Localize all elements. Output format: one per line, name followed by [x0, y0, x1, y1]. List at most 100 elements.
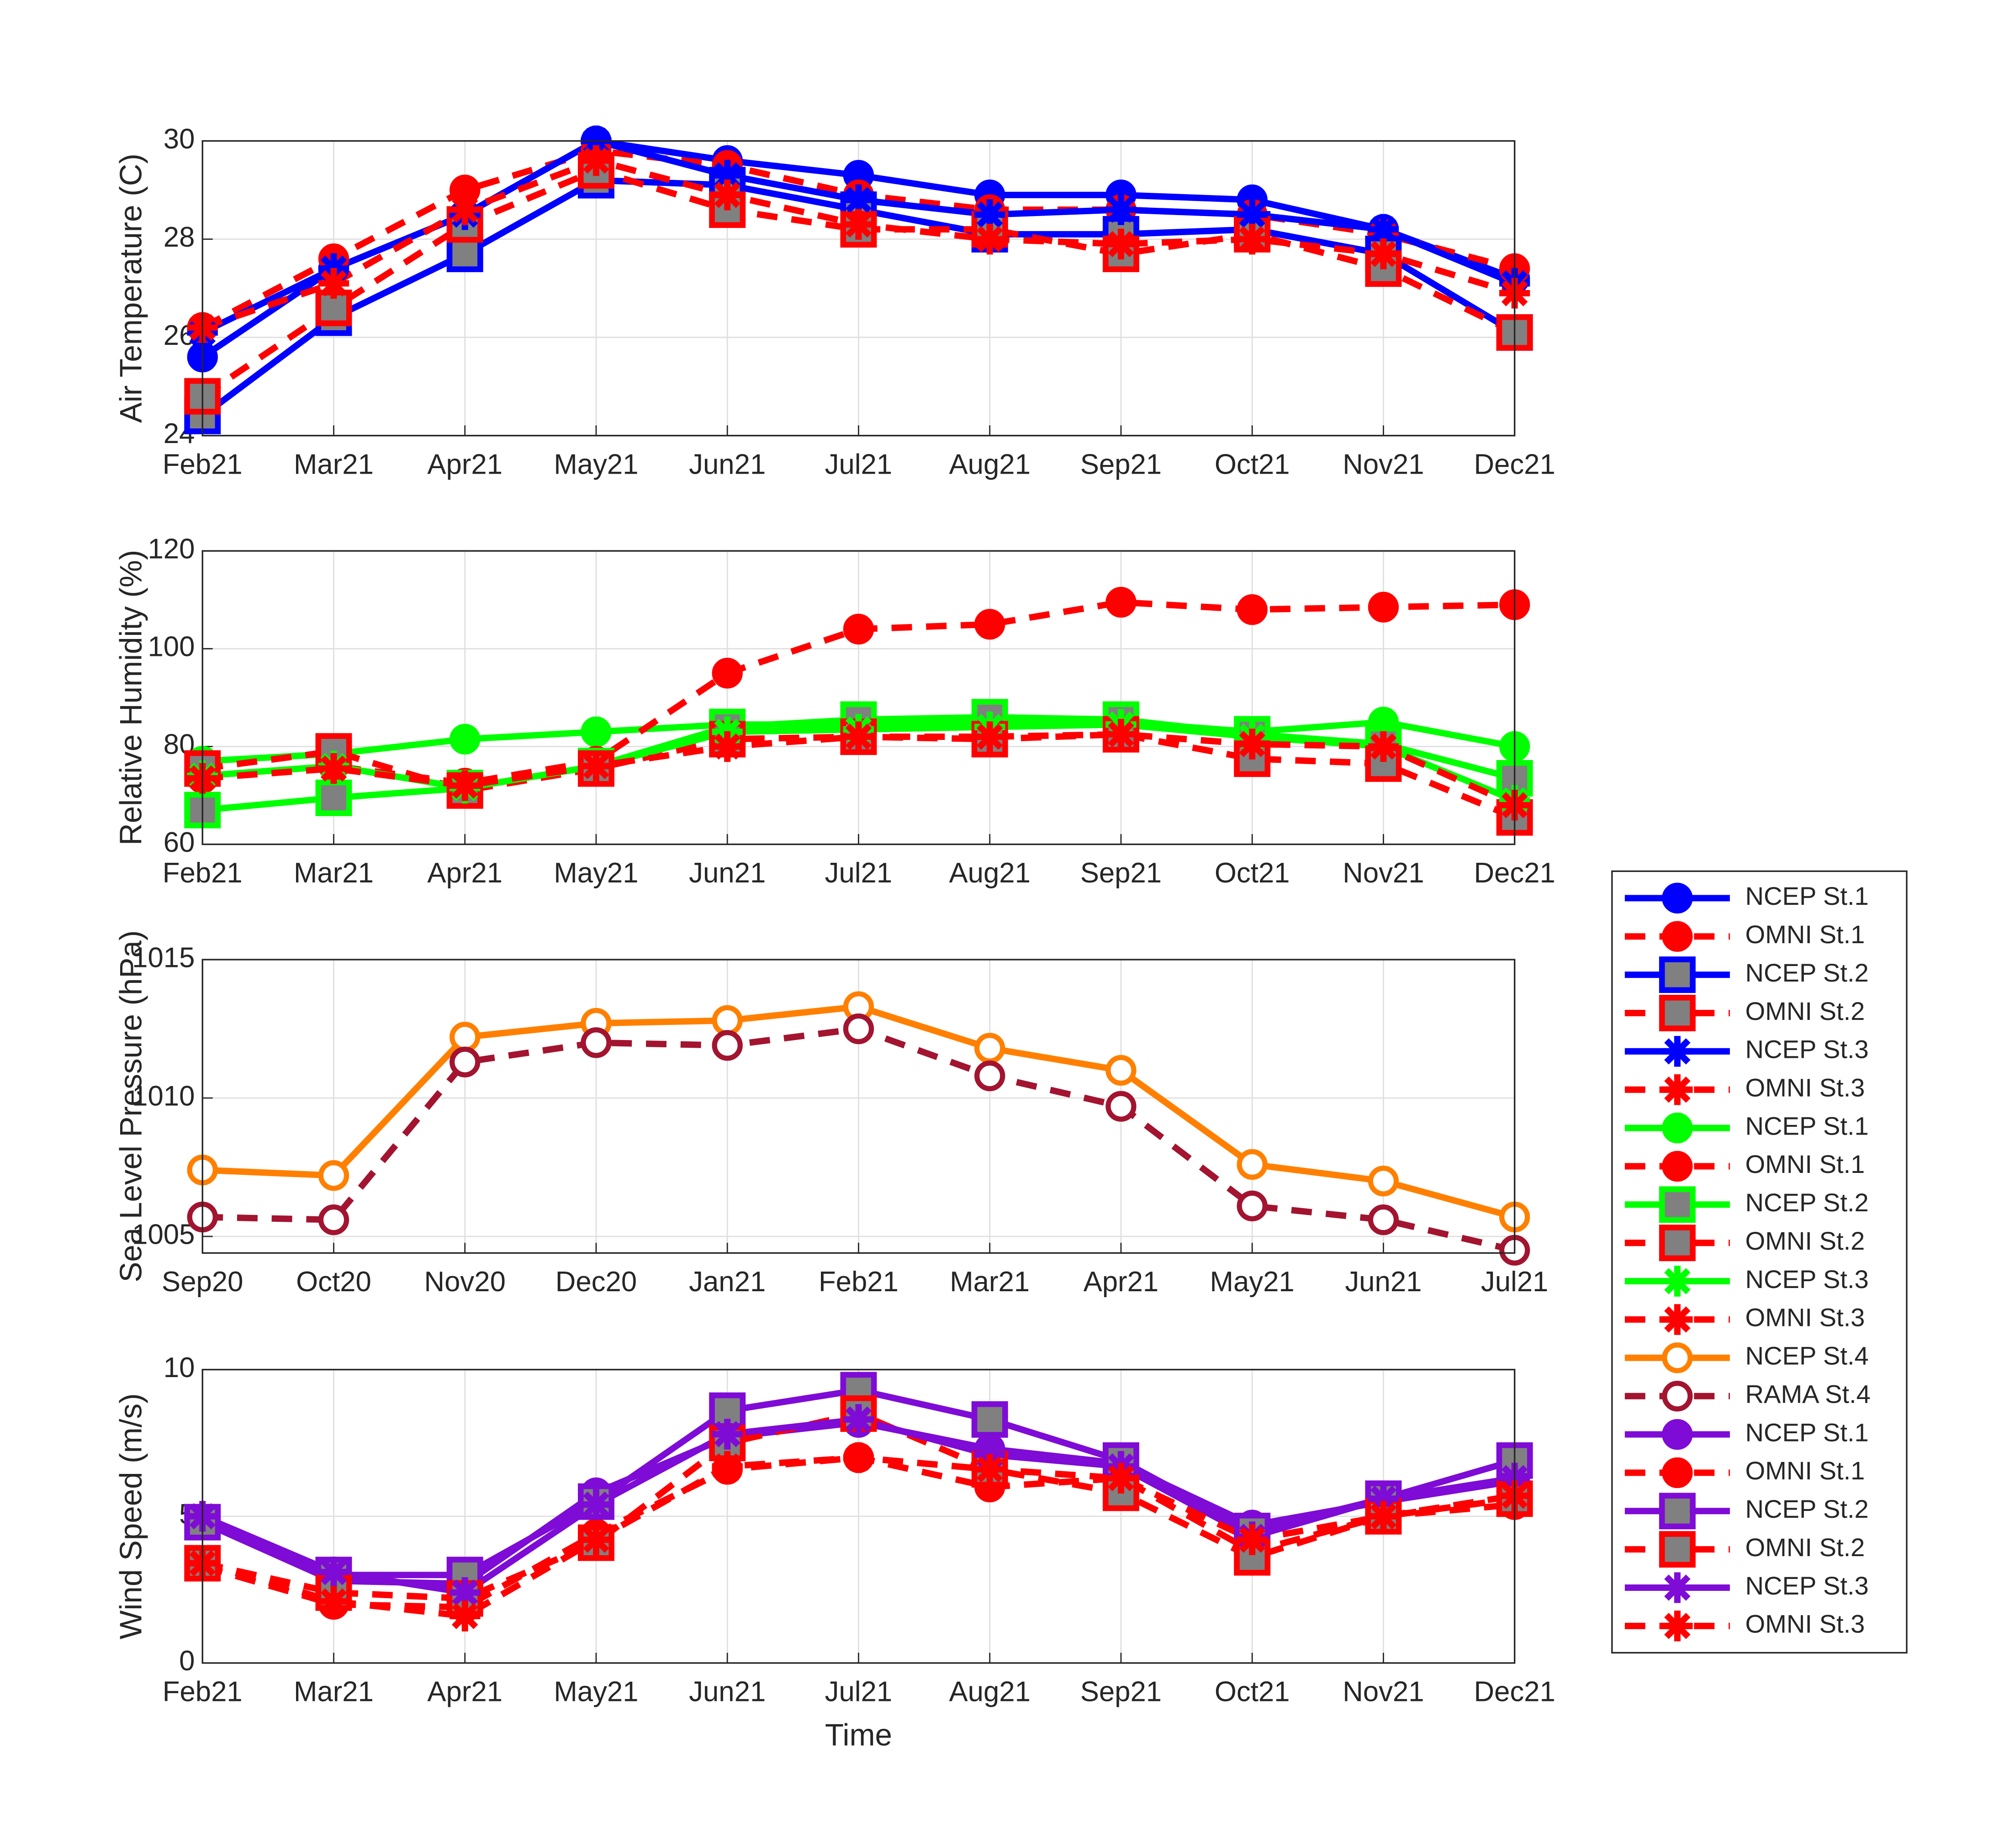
data-point	[843, 184, 874, 216]
y-axis-label: Wind Speed (m/s)	[114, 1393, 148, 1639]
x-tick-label: Aug21	[949, 1676, 1030, 1708]
axes-box	[201, 959, 1516, 1254]
legend-label: OMNI St.2	[1745, 997, 1865, 1025]
legend-marker	[1659, 956, 1696, 993]
data-point	[1368, 214, 1399, 245]
legend-marker	[1662, 1572, 1693, 1603]
legend-label: NCEP St.1	[1745, 1111, 1869, 1140]
legend-label: OMNI St.2	[1745, 1226, 1865, 1255]
data-point	[581, 145, 612, 176]
y-tick-label: 30	[164, 123, 195, 155]
data-point	[450, 1577, 481, 1608]
legend-label: NCEP St.3	[1745, 1571, 1869, 1600]
x-tick-label: Mar21	[294, 449, 374, 480]
legend-marker	[1662, 921, 1693, 952]
data-point	[318, 1204, 349, 1236]
data-point	[971, 1401, 1008, 1438]
data-point	[974, 721, 1005, 752]
data-point	[446, 235, 483, 272]
legend-marker	[1659, 1186, 1696, 1223]
x-tick-label: Sep20	[162, 1266, 243, 1298]
x-tick-label: May21	[554, 449, 638, 480]
data-point	[1105, 1091, 1137, 1122]
data-point	[450, 1046, 481, 1077]
data-point	[843, 209, 874, 240]
data-point	[1368, 238, 1399, 269]
axes-box	[201, 140, 1516, 437]
x-axis-label: Time	[825, 1718, 892, 1752]
legend-label: OMNI St.3	[1745, 1303, 1865, 1332]
series-group	[184, 1372, 1533, 1632]
data-point	[712, 1451, 743, 1482]
series-line	[201, 167, 1516, 399]
data-point	[974, 609, 1005, 640]
x-tick-label: Sep21	[1080, 1676, 1162, 1708]
legend-marker	[1662, 1304, 1693, 1335]
data-point	[1105, 1463, 1137, 1494]
data-point	[581, 1027, 612, 1058]
data-point	[712, 180, 743, 211]
legend-marker	[1662, 1266, 1693, 1297]
data-point	[843, 721, 874, 752]
data-point	[1237, 1149, 1268, 1180]
data-point	[1105, 1055, 1137, 1086]
x-tick-label: Oct21	[1215, 449, 1290, 480]
data-point	[1368, 591, 1399, 623]
data-point	[1237, 199, 1268, 230]
data-point	[974, 199, 1005, 230]
data-point	[318, 1557, 349, 1588]
axes-box	[201, 550, 1516, 845]
data-point	[450, 770, 481, 801]
legend-label: NCEP St.1	[1745, 1418, 1869, 1447]
x-tick-label: Mar21	[950, 1266, 1030, 1298]
x-tick-label: Jun21	[689, 1676, 766, 1708]
data-point	[712, 1030, 743, 1061]
x-tick-label: Jan21	[689, 1266, 766, 1298]
data-point	[974, 1033, 1005, 1064]
data-point	[1237, 1190, 1268, 1221]
series-group	[184, 125, 1533, 434]
x-tick-label: Mar21	[294, 1676, 374, 1708]
data-point	[450, 723, 481, 755]
x-tick-label: Nov20	[424, 1266, 506, 1298]
y-tick-label: 1005	[132, 1219, 195, 1250]
x-tick-label: May21	[554, 857, 638, 889]
legend-marker	[1662, 882, 1693, 913]
x-tick-label: May21	[554, 1676, 638, 1708]
data-point	[1365, 250, 1402, 287]
data-point	[1105, 718, 1137, 750]
y-tick-label: 1015	[132, 942, 195, 973]
legend-marker	[1662, 1151, 1693, 1182]
legend-label: OMNI St.2	[1745, 1533, 1865, 1562]
y-tick-label: 10	[164, 1352, 195, 1383]
x-tick-label: Oct21	[1215, 857, 1290, 889]
x-tick-label: Jul21	[1481, 1266, 1549, 1298]
data-point	[1237, 223, 1268, 255]
y-axis-label: Air Temperature (C)	[114, 153, 148, 423]
x-tick-label: Sep21	[1080, 449, 1162, 480]
legend-label: NCEP St.2	[1745, 958, 1869, 987]
data-point	[843, 1404, 874, 1435]
data-point	[1105, 586, 1137, 618]
x-tick-label: Dec20	[555, 1266, 637, 1298]
legend-label: NCEP St.3	[1745, 1035, 1869, 1064]
legend-marker	[1659, 1531, 1696, 1568]
legend-label: NCEP St.2	[1745, 1494, 1869, 1523]
data-point	[581, 1524, 612, 1555]
data-point	[1368, 1483, 1399, 1514]
legend-label: NCEP St.3	[1745, 1265, 1869, 1294]
y-tick-label: 60	[164, 827, 195, 858]
x-tick-label: Apr21	[427, 449, 502, 480]
x-tick-label: Nov21	[1343, 1676, 1424, 1708]
legend-label: OMNI St.1	[1745, 1150, 1865, 1178]
y-axis-label: Relative Humidity (%)	[114, 550, 148, 845]
y-tick-label: 100	[148, 631, 195, 663]
x-tick-label: Apr21	[427, 1676, 502, 1708]
legend-label: RAMA St.4	[1745, 1379, 1871, 1408]
x-tick-label: Jun21	[689, 449, 766, 480]
x-tick-label: Jul21	[825, 1676, 893, 1708]
legend-marker	[1659, 994, 1696, 1031]
x-tick-label: Apr21	[427, 857, 502, 889]
